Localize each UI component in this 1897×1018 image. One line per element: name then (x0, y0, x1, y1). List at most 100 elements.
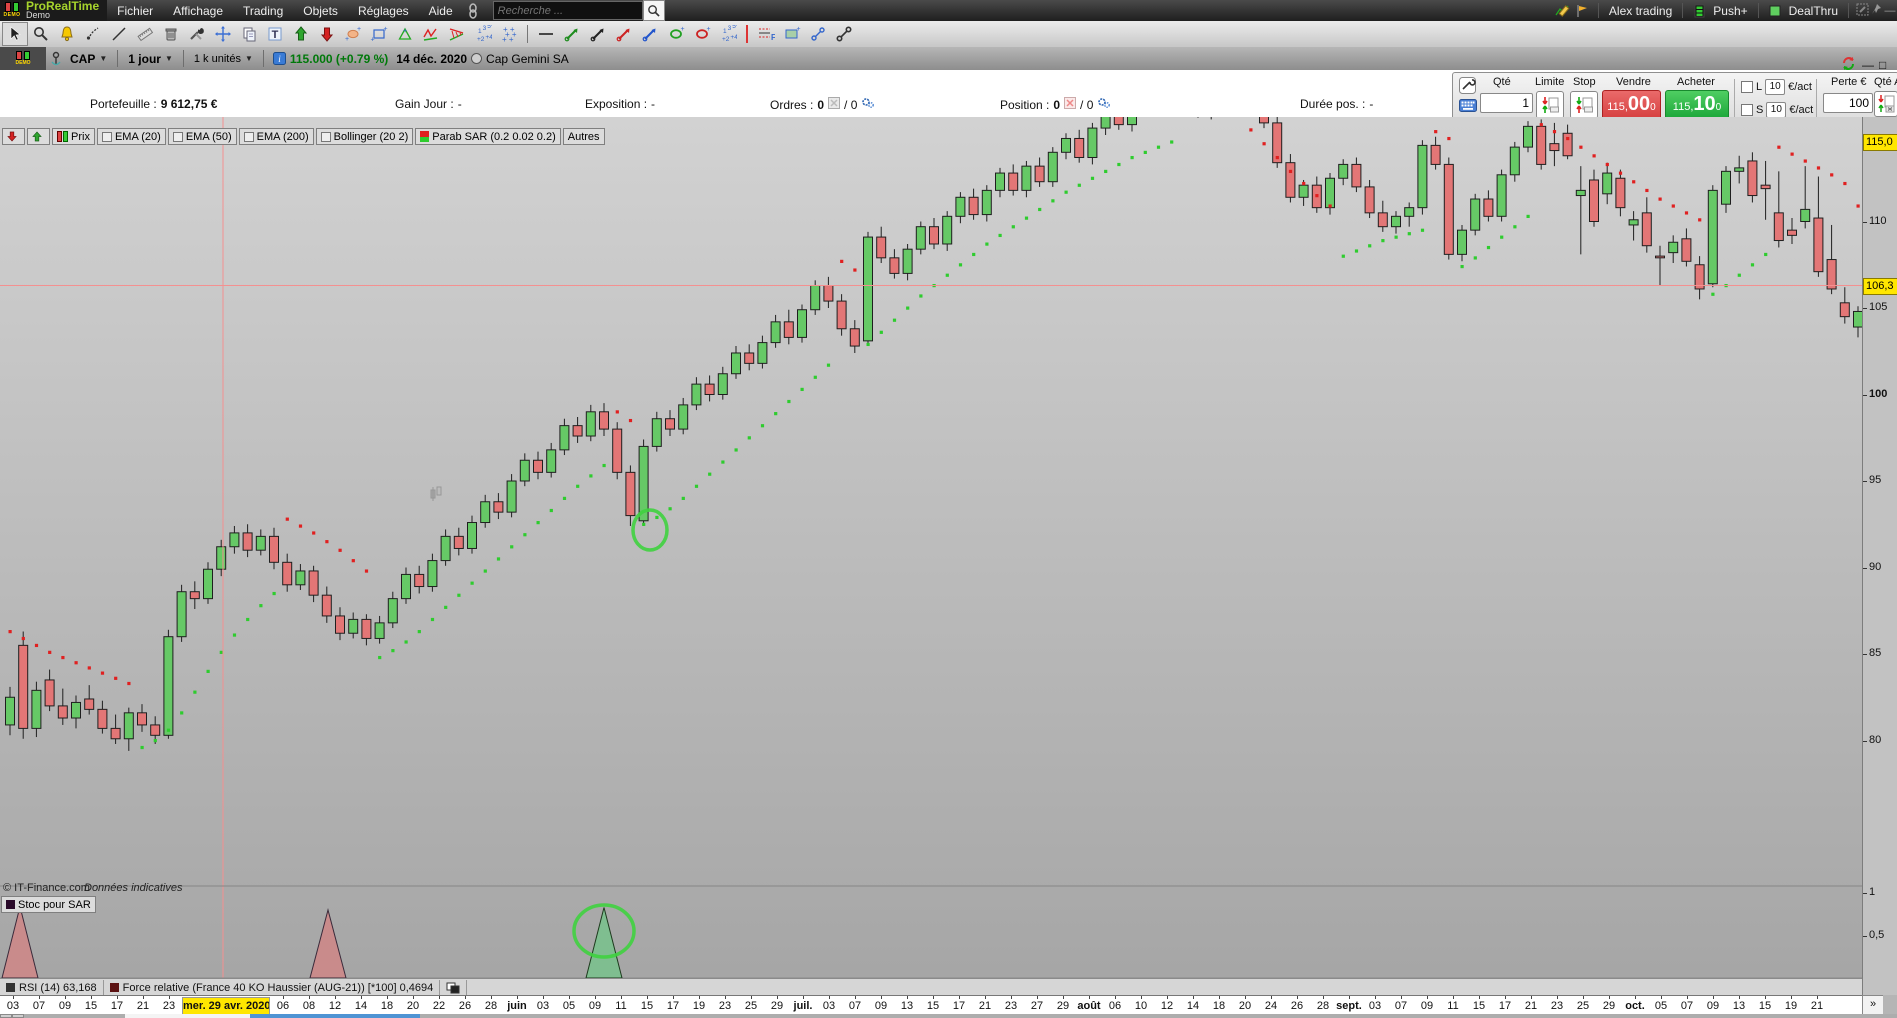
keyboard-icon[interactable] (1459, 99, 1477, 115)
pane-windows-icon[interactable] (440, 980, 468, 995)
account-user-label[interactable]: Alex trading (1608, 3, 1673, 18)
link-small-icon[interactable] (805, 22, 831, 46)
symbol-dropdown[interactable]: CAP ▼ (70, 51, 108, 66)
duplicate-icon[interactable] (236, 22, 262, 46)
position-close-icon[interactable] (1064, 97, 1077, 112)
buy-button[interactable]: 115, 10 0 (1665, 90, 1729, 122)
date-label: 23 (998, 996, 1024, 1012)
scroll-track-segment[interactable] (125, 1014, 250, 1018)
rect-tool-icon[interactable]: + + (366, 22, 392, 46)
tools-icon[interactable] (184, 22, 210, 46)
minimize-icon[interactable]: — (1884, 4, 1896, 17)
refresh-icon[interactable] (1840, 55, 1857, 75)
l-value-box[interactable]: 10 (1765, 79, 1786, 95)
main-chart[interactable]: Prix EMA (20) EMA (50) EMA (200) Bollinger (… (0, 117, 1862, 1014)
price-up-button[interactable] (27, 128, 50, 145)
demo-account-tab[interactable]: DEMO (0, 47, 46, 70)
s-value-box[interactable]: 10 (1766, 102, 1787, 118)
chip-ema20[interactable]: EMA (20) (96, 128, 166, 145)
stop-checkbox[interactable] (1741, 104, 1753, 116)
elliott-count-icon[interactable]: 135++2+4 (470, 22, 496, 46)
wedge-pattern-icon[interactable] (444, 22, 470, 46)
freehand-line-icon[interactable] (106, 22, 132, 46)
position-settings-icon[interactable] (1097, 97, 1111, 112)
chip-prix[interactable]: Prix (52, 128, 95, 145)
qty-input[interactable] (1480, 93, 1533, 113)
triangle-tool-icon[interactable]: + (392, 22, 418, 46)
link-large-icon[interactable] (831, 22, 857, 46)
points-cluster-icon[interactable]: + + + + + + (496, 22, 522, 46)
dealthru-label[interactable]: DealThru (1788, 3, 1838, 18)
fibonacci-icon[interactable]: F (753, 22, 779, 46)
anchor-link-icon[interactable] (46, 50, 66, 68)
ellipse-tool-icon[interactable]: + + (340, 22, 366, 46)
alerts-bell-icon[interactable] (54, 22, 80, 46)
date-axis[interactable]: 03 07 09 15 17 21 23 mer. 29 avr. 2020 06 08 12 14 1… (0, 995, 1862, 1015)
units-dropdown[interactable]: 1 k unités ▼ (193, 52, 253, 65)
info-icon[interactable]: i (270, 50, 290, 68)
qty-ach-button[interactable] (1874, 91, 1897, 117)
rsi-legend[interactable]: RSI (14) 63,168 (0, 980, 104, 995)
menu-objets[interactable]: Objets (303, 3, 338, 18)
menu-affichage[interactable]: Affichage (173, 3, 223, 18)
cursor-icon[interactable] (2, 22, 28, 46)
limit-checkbox[interactable] (1741, 81, 1753, 93)
chip-bollinger[interactable]: Bollinger (20 2) (315, 128, 414, 145)
trend-green-icon[interactable] (559, 22, 585, 46)
chip-ema50[interactable]: EMA (50) (167, 128, 237, 145)
pin-icon[interactable] (1869, 3, 1883, 18)
loss-input[interactable] (1823, 93, 1873, 113)
circle-red-icon[interactable]: + (689, 22, 715, 46)
stoc-pane-label[interactable]: Stoc pour SAR (1, 896, 96, 913)
orders-cancel-icon[interactable] (828, 97, 841, 112)
timeframe-dropdown[interactable]: 1 jour ▼ (128, 51, 173, 66)
pane-maximize-icon[interactable]: □ (1879, 58, 1887, 72)
window-tools-icon[interactable] (1855, 3, 1869, 19)
trash-icon[interactable] (158, 22, 184, 46)
ruler-icon[interactable] (132, 22, 158, 46)
flag-icon[interactable] (1572, 2, 1592, 20)
orders-settings-icon[interactable] (861, 97, 875, 112)
zone-rect-icon[interactable]: + (779, 22, 805, 46)
drawn-ellipse-annotation[interactable] (572, 903, 636, 959)
zoom-icon[interactable] (28, 22, 54, 46)
hline-tool-icon[interactable] (533, 22, 559, 46)
search-icon[interactable] (642, 0, 665, 21)
trend-blue-icon[interactable] (637, 22, 663, 46)
text-tool-icon[interactable]: T (262, 22, 288, 46)
chip-ema200[interactable]: EMA (200) (238, 128, 314, 145)
trade-settings-icon[interactable] (1459, 77, 1476, 97)
menu-fichier[interactable]: Fichier (117, 3, 154, 18)
trend-red-icon[interactable] (611, 22, 637, 46)
pane-minimize-icon[interactable]: — (1862, 58, 1874, 72)
sell-button[interactable]: 115, 00 0 (1602, 90, 1661, 122)
move-cross-icon[interactable] (210, 22, 236, 46)
trend-black-icon[interactable] (585, 22, 611, 46)
edit-chart-icon[interactable] (1552, 2, 1572, 20)
elliott-count2-icon[interactable]: 135++2+4 (715, 22, 741, 46)
menu-aide[interactable]: Aide (428, 3, 453, 18)
menu-réglages[interactable]: Réglages (357, 3, 409, 18)
stop-order-button[interactable] (1570, 91, 1598, 119)
menu-trading[interactable]: Trading (243, 3, 284, 18)
limit-order-button[interactable] (1536, 91, 1564, 119)
drawn-ellipse-annotation[interactable] (631, 508, 669, 552)
price-axis[interactable]: 110 105 100 95 90 85 80 1 0,5 115,0 106,3 (1862, 117, 1897, 1014)
chip-parabsar[interactable]: Parab SAR (0.2 0.02 0.2) (415, 128, 561, 145)
pointer-dots-icon[interactable] (80, 22, 106, 46)
price-down-button[interactable] (2, 128, 25, 145)
chain-icon[interactable] (463, 2, 483, 20)
circle-green-icon[interactable]: + (663, 22, 689, 46)
sell-arrow-icon[interactable] (314, 22, 340, 46)
horizontal-scrollbar[interactable] (0, 1014, 1897, 1018)
scroll-left-button[interactable] (0, 1014, 12, 1018)
scroll-thumb[interactable] (250, 1014, 420, 1018)
push-label[interactable]: Push+ (1713, 3, 1748, 18)
buy-arrow-icon[interactable] (288, 22, 314, 46)
zigzag-pattern-icon[interactable] (418, 22, 444, 46)
force-relative-legend[interactable]: Force relative (France 40 KO Haussier (A… (103, 980, 441, 995)
scroll-forward-button[interactable]: » (1862, 995, 1884, 1016)
scroll-left2-button[interactable] (12, 1014, 24, 1018)
chip-autres[interactable]: Autres (562, 128, 605, 145)
search-input[interactable] (492, 1, 643, 20)
